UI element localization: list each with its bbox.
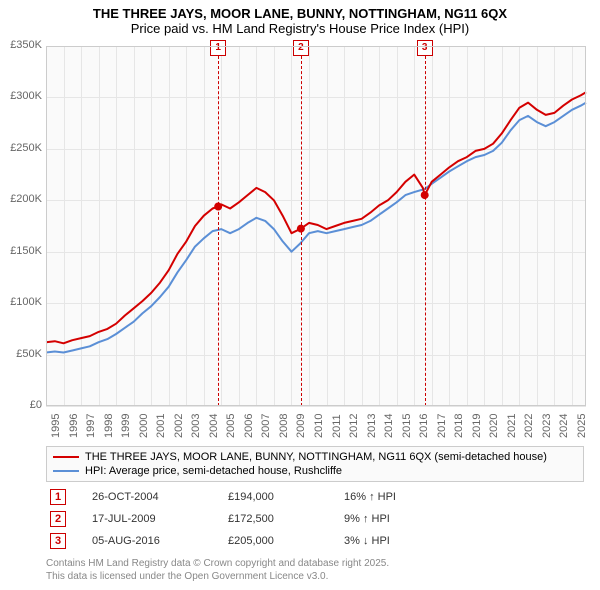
event-vertical-line bbox=[301, 56, 302, 406]
y-axis-tick-label: £50K bbox=[2, 348, 42, 360]
event-number-box: 1 bbox=[210, 40, 226, 56]
x-axis-tick-label: 2005 bbox=[225, 414, 237, 438]
x-axis-tick-label: 1995 bbox=[50, 414, 62, 438]
x-axis-tick-label: 2022 bbox=[523, 414, 535, 438]
y-axis-tick-label: £100K bbox=[2, 296, 42, 308]
chart-container: THE THREE JAYS, MOOR LANE, BUNNY, NOTTIN… bbox=[0, 0, 600, 590]
x-axis-tick-label: 2011 bbox=[331, 414, 343, 438]
event-price: £194,000 bbox=[228, 491, 318, 503]
event-marker-box: 1 bbox=[50, 489, 66, 505]
x-axis-tick-label: 2007 bbox=[260, 414, 272, 438]
y-axis-tick-label: £200K bbox=[2, 193, 42, 205]
event-date: 26-OCT-2004 bbox=[92, 491, 202, 503]
x-axis-tick-label: 1997 bbox=[85, 414, 97, 438]
event-number-box: 3 bbox=[417, 40, 433, 56]
title-line2: Price paid vs. HM Land Registry's House … bbox=[10, 21, 590, 36]
event-diff: 9% ↑ HPI bbox=[344, 513, 390, 525]
legend-swatch-price-paid bbox=[53, 456, 79, 458]
event-number-box: 2 bbox=[293, 40, 309, 56]
y-axis-tick-label: £0 bbox=[2, 399, 42, 411]
line-plot-svg bbox=[46, 46, 586, 406]
x-axis-tick-label: 2014 bbox=[383, 414, 395, 438]
x-axis-tick-label: 1996 bbox=[68, 414, 80, 438]
x-axis-tick-label: 2025 bbox=[576, 414, 588, 438]
event-date: 05-AUG-2016 bbox=[92, 535, 202, 547]
legend-row: HPI: Average price, semi-detached house,… bbox=[53, 464, 577, 478]
gridline-horizontal bbox=[46, 406, 586, 407]
x-axis-tick-label: 2015 bbox=[401, 414, 413, 438]
legend-label-price-paid: THE THREE JAYS, MOOR LANE, BUNNY, NOTTIN… bbox=[85, 451, 547, 463]
x-axis-tick-label: 1999 bbox=[120, 414, 132, 438]
x-axis-tick-label: 2012 bbox=[348, 414, 360, 438]
y-axis-tick-label: £350K bbox=[2, 39, 42, 51]
x-axis-tick-label: 2001 bbox=[155, 414, 167, 438]
event-date: 17-JUL-2009 bbox=[92, 513, 202, 525]
footer-line2: This data is licensed under the Open Gov… bbox=[46, 571, 389, 584]
y-axis-tick-label: £250K bbox=[2, 142, 42, 154]
table-row: 3 05-AUG-2016 £205,000 3% ↓ HPI bbox=[46, 530, 586, 552]
legend-row: THE THREE JAYS, MOOR LANE, BUNNY, NOTTIN… bbox=[53, 450, 577, 464]
x-axis-tick-label: 2024 bbox=[558, 414, 570, 438]
table-row: 1 26-OCT-2004 £194,000 16% ↑ HPI bbox=[46, 486, 586, 508]
x-axis-tick-label: 1998 bbox=[103, 414, 115, 438]
table-row: 2 17-JUL-2009 £172,500 9% ↑ HPI bbox=[46, 508, 586, 530]
x-axis-tick-label: 2019 bbox=[471, 414, 483, 438]
x-axis-tick-label: 2013 bbox=[366, 414, 378, 438]
event-marker-box: 3 bbox=[50, 533, 66, 549]
events-table: 1 26-OCT-2004 £194,000 16% ↑ HPI 2 17-JU… bbox=[46, 486, 586, 552]
x-axis-tick-label: 2008 bbox=[278, 414, 290, 438]
y-axis-tick-label: £150K bbox=[2, 245, 42, 257]
event-price: £172,500 bbox=[228, 513, 318, 525]
legend-swatch-hpi bbox=[53, 470, 79, 472]
x-axis-tick-label: 2002 bbox=[173, 414, 185, 438]
x-axis-tick-label: 2021 bbox=[506, 414, 518, 438]
footer-line1: Contains HM Land Registry data © Crown c… bbox=[46, 558, 389, 571]
plot-area: 123 bbox=[46, 46, 586, 406]
x-axis-tick-label: 2004 bbox=[208, 414, 220, 438]
legend: THE THREE JAYS, MOOR LANE, BUNNY, NOTTIN… bbox=[46, 446, 584, 482]
event-price: £205,000 bbox=[228, 535, 318, 547]
footer-attribution: Contains HM Land Registry data © Crown c… bbox=[46, 558, 389, 583]
x-axis-tick-label: 2009 bbox=[295, 414, 307, 438]
x-axis-tick-label: 2017 bbox=[436, 414, 448, 438]
x-axis-tick-label: 2018 bbox=[453, 414, 465, 438]
x-axis-tick-label: 2000 bbox=[138, 414, 150, 438]
event-diff: 16% ↑ HPI bbox=[344, 491, 396, 503]
x-axis-tick-label: 2003 bbox=[190, 414, 202, 438]
x-axis-tick-label: 2016 bbox=[418, 414, 430, 438]
series-line-price_paid bbox=[46, 92, 586, 343]
y-axis-tick-label: £300K bbox=[2, 90, 42, 102]
legend-label-hpi: HPI: Average price, semi-detached house,… bbox=[85, 465, 342, 477]
x-axis-tick-label: 2020 bbox=[488, 414, 500, 438]
x-axis-tick-label: 2010 bbox=[313, 414, 325, 438]
event-marker-box: 2 bbox=[50, 511, 66, 527]
x-axis-tick-label: 2023 bbox=[541, 414, 553, 438]
title-block: THE THREE JAYS, MOOR LANE, BUNNY, NOTTIN… bbox=[0, 0, 600, 38]
title-line1: THE THREE JAYS, MOOR LANE, BUNNY, NOTTIN… bbox=[10, 6, 590, 21]
event-vertical-line bbox=[425, 56, 426, 406]
x-axis-tick-label: 2006 bbox=[243, 414, 255, 438]
event-diff: 3% ↓ HPI bbox=[344, 535, 390, 547]
event-vertical-line bbox=[218, 56, 219, 406]
